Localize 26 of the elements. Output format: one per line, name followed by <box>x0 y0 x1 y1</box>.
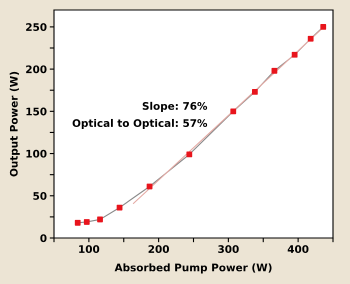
x-tick-label: 300 <box>218 245 239 254</box>
point <box>230 108 236 114</box>
point <box>252 89 258 95</box>
point <box>84 219 90 225</box>
y-tick-label: 50 <box>33 192 47 200</box>
y-tick-label: 0 <box>40 234 47 242</box>
y-tick-label: 250 <box>26 23 47 31</box>
y-tick-label: 200 <box>26 65 47 74</box>
x-tick-label: 200 <box>148 245 169 254</box>
y-tick-label: 100 <box>26 150 47 158</box>
x-axis-title: Absorbed Pump Power (W) <box>114 263 272 274</box>
point <box>186 152 192 158</box>
point <box>146 184 152 190</box>
point <box>116 204 122 210</box>
point <box>97 216 103 222</box>
point <box>320 24 326 30</box>
annotation: Slope: 76% <box>142 102 208 112</box>
point <box>308 36 314 42</box>
point <box>272 68 278 74</box>
point <box>292 52 298 58</box>
x-tick-label: 100 <box>79 245 100 254</box>
x-tick-label: 400 <box>288 245 308 254</box>
y-axis-title: Output Power (W) <box>10 72 20 176</box>
point <box>74 220 81 226</box>
annotation: Optical to Optical: 57% <box>72 118 208 130</box>
y-tick-label: 150 <box>26 108 47 116</box>
